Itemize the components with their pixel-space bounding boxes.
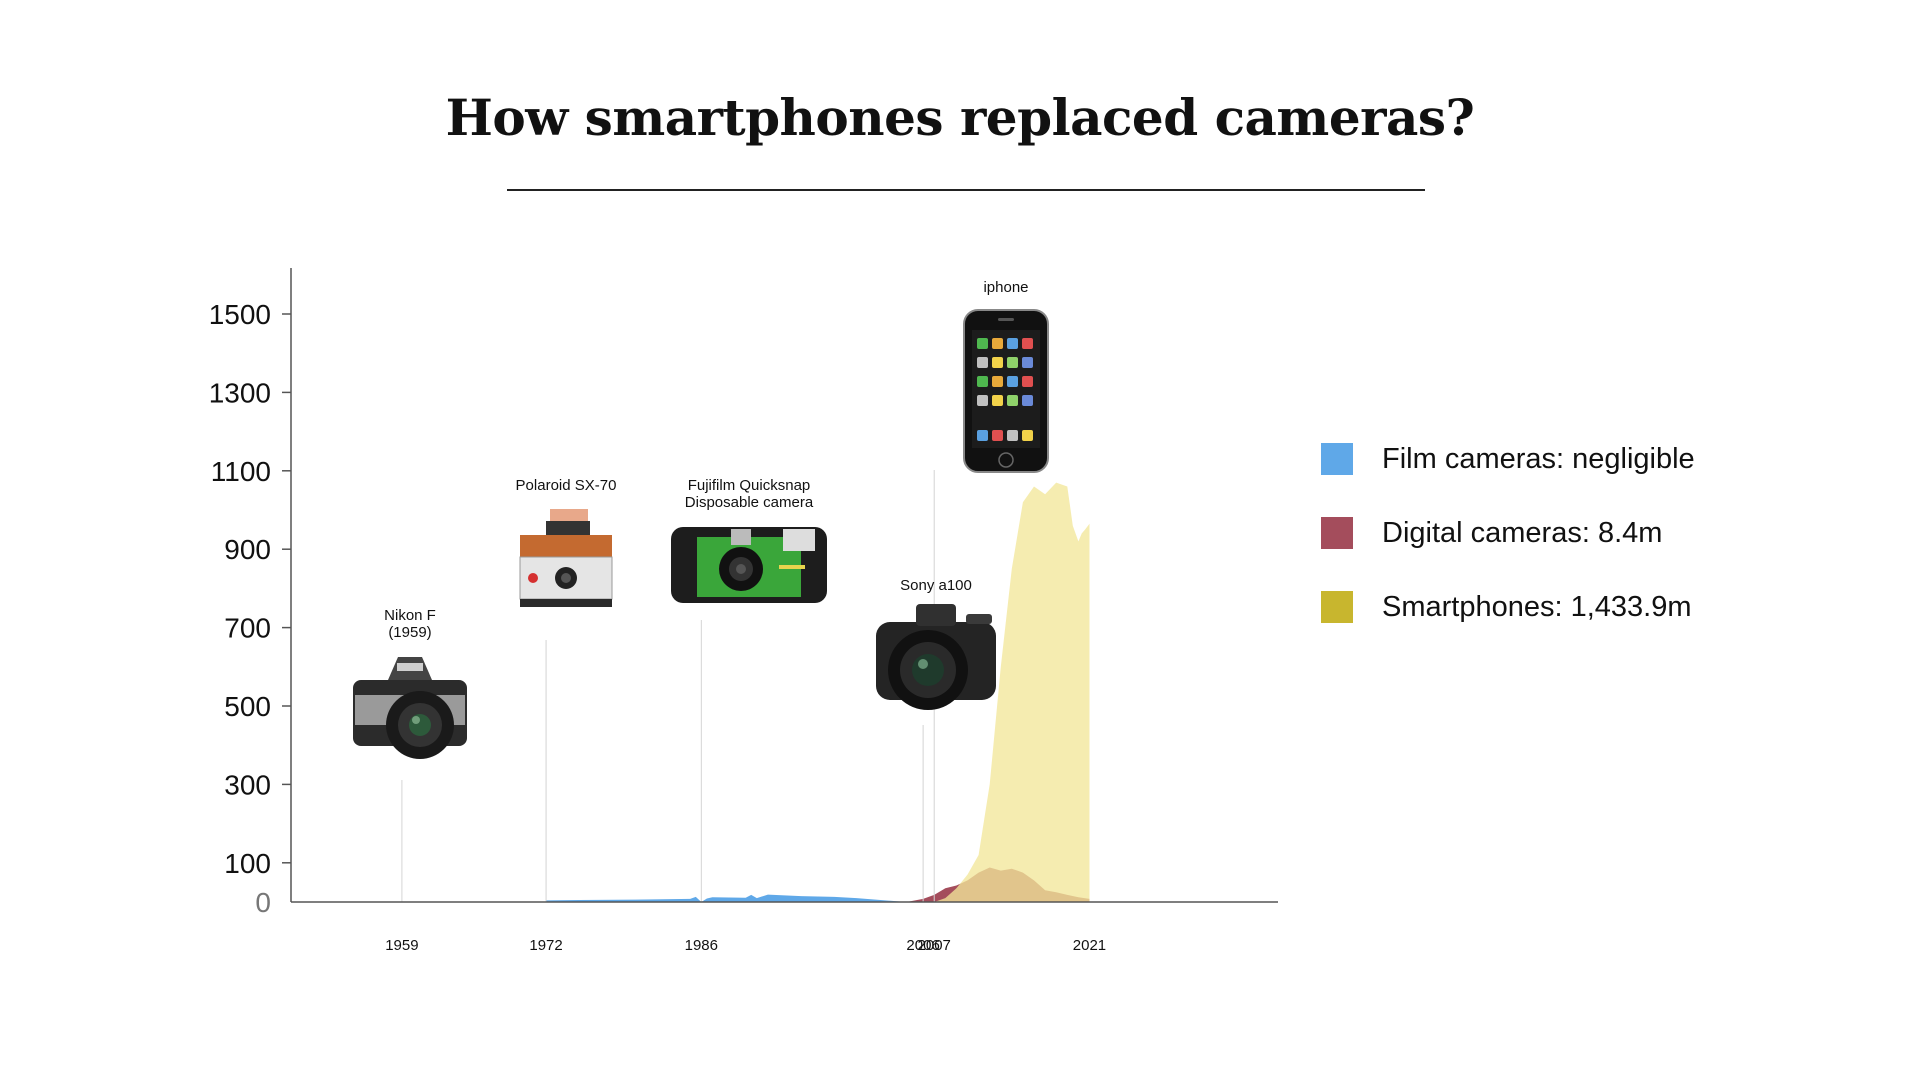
annotation-label: Nikon F xyxy=(384,607,436,624)
dslr-camera-icon xyxy=(876,604,996,710)
annotation-label: (1959) xyxy=(388,624,431,641)
x-tick-label: 1959 xyxy=(385,937,418,954)
area-smartphones xyxy=(934,482,1090,902)
x-tick-label: 2007 xyxy=(918,937,951,954)
annotation-leaders xyxy=(401,470,935,902)
x-tick-label: 2021 xyxy=(1073,937,1106,954)
y-tick-label: 900 xyxy=(224,534,271,565)
annotation-label: Sony a100 xyxy=(900,577,972,594)
legend-label: Digital cameras: 8.4m xyxy=(1382,517,1662,549)
legend-label: Smartphones: 1,433.9m xyxy=(1382,591,1692,623)
annotation-label: iphone xyxy=(983,279,1028,296)
legend: Film cameras: negligible Digital cameras:… xyxy=(1321,443,1695,623)
y-tick-label: 300 xyxy=(224,769,271,800)
y-tick-label: 1500 xyxy=(209,299,271,330)
annotation-label: Polaroid SX-70 xyxy=(516,477,617,494)
smartphone-icon xyxy=(963,309,1049,473)
x-tick-label: 2006 xyxy=(906,937,939,954)
area-film-cameras xyxy=(546,894,907,902)
annotation-label: Fujifilm Quicksnap xyxy=(688,477,811,494)
instant-camera-icon xyxy=(519,509,613,607)
chart-title: How smartphones replaced cameras? xyxy=(445,88,1475,147)
axes: 1500 1300 1100 900 700 500 300 100 0 1959 1972 1986… xyxy=(209,268,1278,954)
annotation-label: Disposable camera xyxy=(685,494,814,511)
slr-camera-icon xyxy=(353,657,467,759)
legend-swatch xyxy=(1321,517,1353,549)
annotations: Nikon F(1959) Polaroid SX-70 Fujifilm Quic… xyxy=(353,279,1049,759)
series-areas xyxy=(546,482,1090,902)
disposable-camera-icon xyxy=(671,527,827,603)
legend-swatch xyxy=(1321,443,1353,475)
y-tick-label: 1300 xyxy=(209,377,271,408)
legend-label: Film cameras: negligible xyxy=(1382,443,1695,475)
y-tick-label: 500 xyxy=(224,691,271,722)
y-tick-label: 1100 xyxy=(211,456,271,487)
y-tick-label: 700 xyxy=(224,613,271,644)
x-tick-label: 1986 xyxy=(685,937,718,954)
legend-swatch xyxy=(1321,591,1353,623)
y-tick-label: 100 xyxy=(224,848,271,879)
y-tick-label: 0 xyxy=(255,887,271,918)
title-divider xyxy=(507,189,1425,191)
x-tick-label: 1972 xyxy=(529,937,562,954)
